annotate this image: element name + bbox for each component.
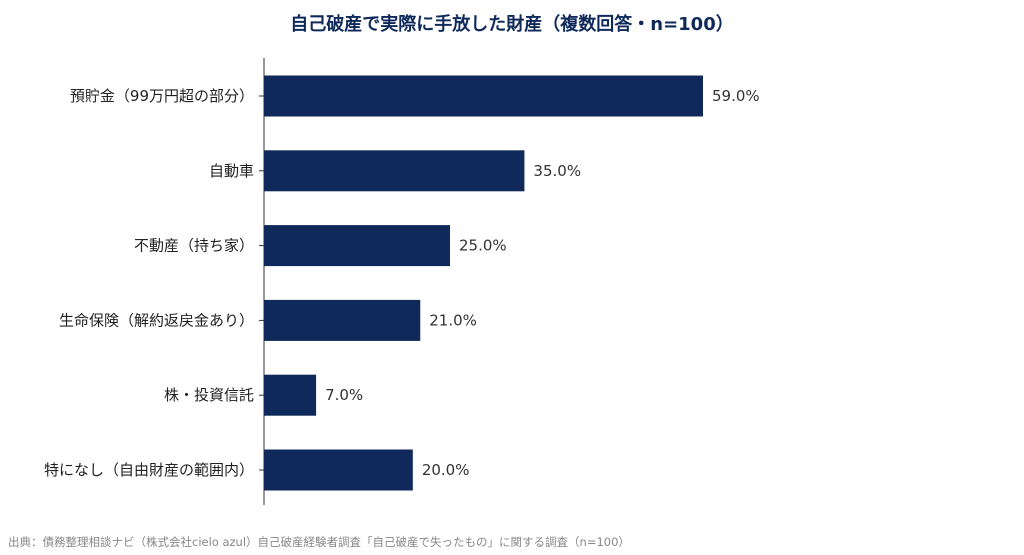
- value-label-3: 21.0%: [429, 311, 477, 329]
- value-label-5: 20.0%: [422, 461, 470, 479]
- bar-5: [264, 449, 413, 491]
- bar-2: [264, 225, 451, 267]
- bar-4: [264, 374, 317, 416]
- bar-0: [264, 75, 703, 117]
- category-label-2: 不動産（持ち家）: [134, 237, 254, 255]
- bars-group: 預貯金（99万円超の部分） 59.0% 自動車 35.0% 不動産（持ち家） 25.0% 生…: [44, 75, 760, 491]
- value-label-4: 7.0%: [325, 386, 363, 404]
- category-label-4: 株・投資信託: [164, 386, 254, 404]
- category-label-3: 生命保険（解約返戻金あり）: [59, 311, 254, 329]
- category-label-5: 特になし（自由財産の範囲内）: [44, 461, 254, 479]
- value-label-2: 25.0%: [459, 237, 507, 255]
- value-label-1: 35.0%: [533, 162, 581, 180]
- bar-3: [264, 299, 421, 341]
- category-label-0: 預貯金（99万円超の部分）: [70, 87, 254, 105]
- chart-title: 自己破産で実際に手放した財産（複数回答・n=100）: [290, 13, 733, 35]
- category-label-1: 自動車: [209, 162, 254, 180]
- source-note: 出典：債務整理相談ナビ（株式会社cielo azul）自己破産経験者調査「自己破…: [8, 535, 630, 549]
- value-label-0: 59.0%: [712, 87, 760, 105]
- bar-1: [264, 150, 525, 192]
